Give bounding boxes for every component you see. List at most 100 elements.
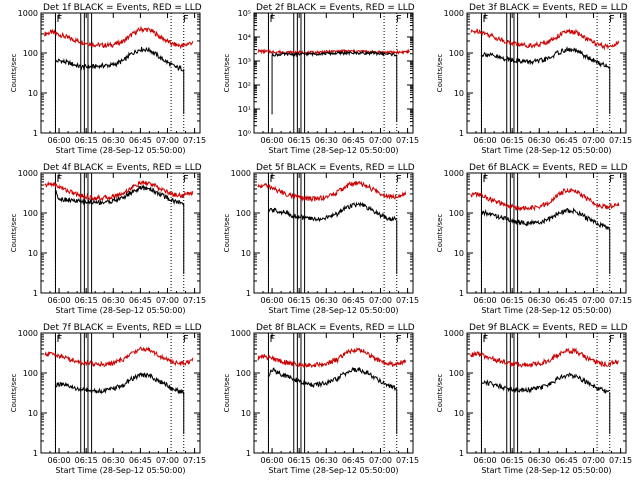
y-tick-label: 10⁵ [238,9,251,18]
y-tick-label: 1 [33,289,38,298]
x-tick-label: 06:15 [501,136,524,145]
x-tick-label: 06:00 [48,456,71,465]
flag-label: F [396,334,402,345]
chart-panel-3: Det 3f BLACK = Events, RED = LLD 1 10 100 10… [436,3,632,155]
y-tick-label: 10 [28,409,38,418]
x-tick-label: 07:00 [369,456,392,465]
plot-frame [40,12,201,134]
events-series-line [55,46,185,72]
chart-panel-9: Det 9f BLACK = Events, RED = LLD 1 10 100 10… [436,323,632,475]
chart-panel-4: Det 4f BLACK = Events, RED = LLD 1 10 100 10… [10,163,206,315]
x-axis-label: Start Time (28-Sep-12 05:50:00) [268,146,398,155]
x-tick-label: 06:00 [48,296,71,305]
x-tick-label: 06:15 [288,136,311,145]
chart-title: Det 3f BLACK = Events, RED = LLD [469,3,628,13]
flag-label: F [396,174,402,185]
y-tick-label: 100 [23,369,38,378]
y-tick-label: 1000 [231,329,251,338]
lld-series-line [44,180,194,202]
chart-panel-2: Det 2f BLACK = Events, RED = LLD 10⁰ 10¹ 10… [223,3,419,155]
y-axis-label: Counts/sec [10,374,18,413]
plot-frame [466,332,627,454]
x-tick-label: 06:45 [129,136,152,145]
y-tick-label: 10 [28,249,38,258]
y-tick-label: 1000 [231,169,251,178]
y-tick-label: 1000 [444,169,464,178]
lld-series-line [257,48,410,56]
x-tick-label: 07:00 [156,296,179,305]
x-tick-label: 06:45 [342,456,365,465]
y-tick-label: 10² [238,81,251,90]
x-tick-label: 07:00 [156,136,179,145]
lld-series-line [470,347,620,368]
chart-title: Det 7f BLACK = Events, RED = LLD [43,323,202,333]
x-axis-label: Start Time (28-Sep-12 05:50:00) [55,146,185,155]
x-tick-label: 06:15 [75,136,98,145]
x-tick-label: 07:15 [183,456,206,465]
plot-frame [253,12,414,134]
chart-panel-6: Det 6f BLACK = Events, RED = LLD 1 10 100 10… [436,163,632,315]
x-tick-label: 06:45 [129,296,152,305]
x-tick-label: 06:30 [528,136,551,145]
x-axis-label: Start Time (28-Sep-12 05:50:00) [55,306,185,315]
x-tick-label: 06:30 [315,136,338,145]
x-axis-label: Start Time (28-Sep-12 05:50:00) [481,466,611,475]
y-tick-label: 1 [459,289,464,298]
x-tick-label: 07:00 [582,456,605,465]
x-axis-label: Start Time (28-Sep-12 05:50:00) [481,146,611,155]
x-tick-label: 06:30 [315,456,338,465]
events-series-line [481,207,611,231]
flag-label: F [269,334,275,345]
chart-title: Det 9f BLACK = Events, RED = LLD [469,323,628,333]
x-tick-label: 06:15 [75,296,98,305]
flag-label: F [609,174,615,185]
y-tick-label: 10 [241,409,251,418]
x-tick-label: 06:00 [261,296,284,305]
y-tick-label: 100 [23,49,38,58]
y-tick-label: 10 [454,249,464,258]
events-series-line [268,201,398,223]
x-tick-label: 07:15 [396,296,419,305]
x-tick-label: 06:30 [315,296,338,305]
flag-label: F [269,14,275,25]
y-tick-label: 100 [449,209,464,218]
chart-panel-8: Det 8f BLACK = Events, RED = LLD 1 10 100 10… [223,323,419,475]
x-tick-label: 07:15 [609,296,632,305]
x-tick-label: 06:15 [288,296,311,305]
x-axis-label: Start Time (28-Sep-12 05:50:00) [268,306,398,315]
y-tick-label: 1000 [18,169,38,178]
flag-label: F [183,174,189,185]
x-tick-label: 07:00 [369,296,392,305]
x-tick-label: 06:45 [555,456,578,465]
events-series-line [55,372,185,395]
y-tick-label: 10⁰ [238,129,251,138]
x-tick-label: 06:15 [501,456,524,465]
x-tick-label: 06:00 [261,136,284,145]
x-tick-label: 06:45 [129,456,152,465]
y-tick-label: 100 [449,369,464,378]
y-tick-label: 10 [28,89,38,98]
y-axis-label: Counts/sec [223,54,231,93]
y-tick-label: 10 [241,249,251,258]
plot-frame [40,332,201,454]
plot-frame [466,172,627,294]
y-tick-label: 100 [449,49,464,58]
y-tick-label: 1000 [444,9,464,18]
flag-label: F [482,14,488,25]
x-tick-label: 06:45 [342,296,365,305]
plot-frame [466,12,627,134]
flag-label: F [482,174,488,185]
lld-series-line [470,28,620,51]
x-tick-label: 07:15 [183,136,206,145]
y-axis-label: Counts/sec [436,374,444,413]
x-tick-label: 06:00 [474,136,497,145]
x-tick-label: 06:45 [555,296,578,305]
x-tick-label: 07:00 [369,136,392,145]
chart-title: Det 6f BLACK = Events, RED = LLD [469,163,628,173]
y-tick-label: 100 [236,369,251,378]
plot-frame [40,172,201,294]
lld-series-line [257,347,407,369]
chart-panel-1: Det 1f BLACK = Events, RED = LLD 1 10 100 10… [10,3,206,155]
y-axis-label: Counts/sec [436,214,444,253]
